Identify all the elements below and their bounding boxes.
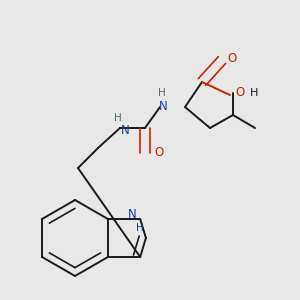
Text: N: N — [128, 208, 136, 220]
Text: N: N — [159, 100, 167, 113]
Text: O: O — [227, 52, 237, 64]
Text: H: H — [250, 88, 258, 98]
Text: O: O — [154, 146, 164, 160]
Text: O: O — [236, 86, 244, 100]
Text: H: H — [114, 113, 122, 123]
Text: H: H — [136, 223, 144, 233]
Text: N: N — [121, 124, 129, 137]
Text: H: H — [158, 88, 166, 98]
